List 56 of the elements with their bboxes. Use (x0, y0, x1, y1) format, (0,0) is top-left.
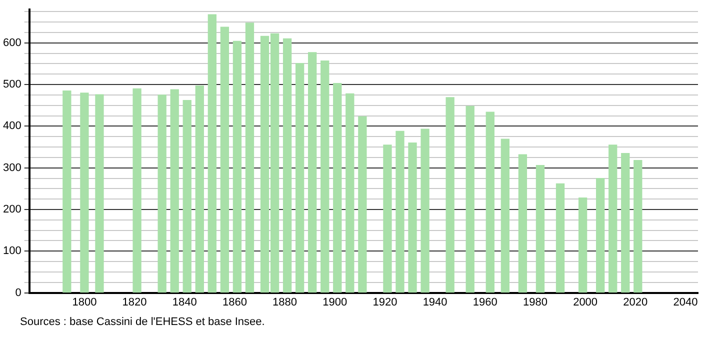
x-tick-label: 2020 (623, 296, 648, 308)
bar (158, 94, 166, 293)
x-tick-label: 1860 (222, 296, 247, 308)
bar (295, 62, 304, 293)
y-tick-label: 300 (2, 162, 22, 174)
bar (383, 144, 392, 293)
bar (396, 130, 404, 293)
bar (408, 142, 417, 293)
bar (62, 90, 72, 293)
bar (420, 128, 430, 293)
x-tick-label: 1840 (172, 296, 197, 308)
bar (80, 92, 89, 293)
x-tick-label: 1920 (372, 296, 398, 308)
bar (245, 22, 254, 293)
bar (170, 89, 179, 293)
bar (556, 183, 565, 293)
bar (232, 40, 242, 293)
bar (182, 100, 192, 293)
bar (220, 26, 230, 293)
bar (358, 116, 367, 293)
bar (346, 93, 354, 293)
bar (621, 152, 630, 293)
x-tick-label: 2000 (573, 296, 598, 308)
x-tick-label: 1960 (472, 296, 498, 308)
y-tick-label: 500 (2, 78, 22, 91)
bar (208, 14, 216, 293)
bar (195, 85, 204, 293)
x-tick-label: 1800 (72, 296, 97, 308)
bar (634, 160, 642, 293)
source-note: Sources : base Cassini de l'EHESS et base Insee. (20, 316, 266, 328)
y-tick-label: 200 (2, 204, 22, 216)
bar (486, 112, 494, 293)
y-tick-label: 600 (2, 36, 22, 49)
bar (308, 52, 317, 293)
bar (132, 88, 142, 293)
x-tick-label: 1980 (522, 296, 548, 308)
bar (608, 144, 618, 293)
bar (320, 60, 330, 293)
x-tick-label: 1880 (272, 296, 298, 308)
x-tick-label: 1900 (322, 296, 348, 308)
bar (596, 178, 605, 293)
bar (282, 38, 292, 293)
bar (466, 106, 474, 293)
x-tick-label: 1940 (422, 296, 448, 308)
bar (446, 97, 454, 293)
x-tick-label: 2040 (673, 296, 698, 308)
bar (518, 154, 528, 293)
bar (536, 165, 545, 293)
bar (500, 138, 510, 293)
bar (95, 94, 104, 293)
y-tick-label: 0 (15, 286, 22, 299)
bar (333, 82, 342, 293)
y-tick-label: 400 (2, 120, 22, 132)
x-tick-label: 1820 (122, 296, 147, 308)
bar (578, 198, 588, 293)
y-tick-label: 100 (2, 245, 22, 258)
